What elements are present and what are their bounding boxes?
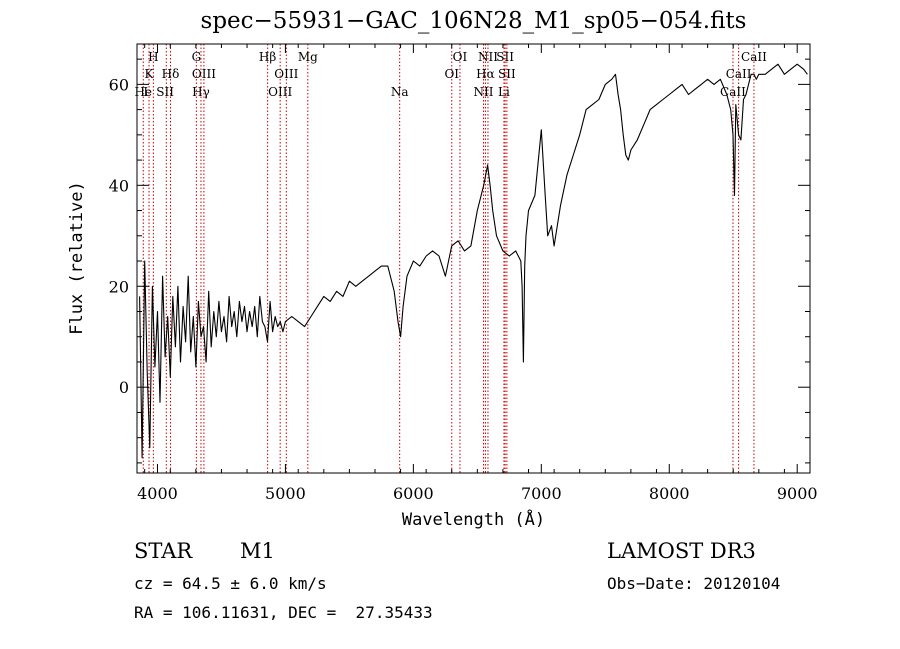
y-tick-label: 40 (109, 176, 129, 195)
line-label: Hδ (162, 67, 180, 81)
line-label: OIII (192, 67, 216, 81)
coordinates: RA = 106.11631, DEC = 27.35433 (134, 603, 433, 622)
line-label: OIII (274, 67, 298, 81)
axis-ticks: 4000 5000 6000 7000 8000 9000 0 20 40 60 (109, 44, 818, 503)
line-label: OIII (268, 85, 292, 99)
line-label: Hβ (259, 50, 276, 64)
line-label: Na (391, 85, 409, 99)
line-label: CaII (741, 50, 767, 64)
line-label: SII (156, 85, 174, 99)
line-label: G (192, 50, 202, 64)
line-label: Hγ (192, 85, 210, 99)
y-tick-label: 20 (109, 277, 129, 296)
line-label: NII (478, 50, 498, 64)
line-label: I (143, 85, 148, 99)
x-tick-label: 7000 (521, 484, 562, 503)
line-label: Li (498, 85, 510, 99)
line-label: He (134, 85, 152, 99)
x-tick-label: 9000 (777, 484, 818, 503)
line-label: H (148, 50, 158, 64)
plot-frame (136, 43, 811, 474)
redshift-cz: cz = 64.5 ± 6.0 km/s (134, 574, 327, 593)
line-label: CaII (720, 85, 746, 99)
line-label: NII (473, 85, 493, 99)
chart-title: spec−55931−GAC_106N28_M1_sp05−054.fits (200, 8, 747, 34)
line-label: OI (453, 50, 468, 64)
x-axis-label: Wavelength (Å) (401, 510, 546, 530)
line-label: Hα (476, 67, 495, 81)
line-label: SII (498, 67, 516, 81)
x-tick-label: 6000 (393, 484, 434, 503)
survey-name: LAMOST DR3 (607, 539, 756, 563)
line-label: K (145, 67, 155, 81)
object-subclass: M1 (240, 539, 275, 563)
y-tick-label: 0 (119, 378, 129, 397)
line-label: CaII (726, 67, 752, 81)
x-tick-label: 5000 (265, 484, 306, 503)
line-labels: HKHeIHδSIIGOIIIHγHβOIIIOIIIMgNaOIOINIISI… (134, 50, 767, 99)
observation-date: Obs−Date: 20120104 (607, 574, 781, 593)
line-label: OI (444, 67, 459, 81)
y-tick-label: 60 (109, 75, 129, 94)
line-label: SII (496, 50, 514, 64)
emission-line-markers (142, 44, 755, 473)
y-axis-label: Flux (relative) (67, 181, 87, 335)
spectrum-series-line (139, 63, 808, 459)
line-label: Mg (298, 50, 318, 64)
x-tick-label: 4000 (137, 484, 178, 503)
object-class: STAR (134, 539, 193, 563)
x-tick-label: 8000 (649, 484, 690, 503)
